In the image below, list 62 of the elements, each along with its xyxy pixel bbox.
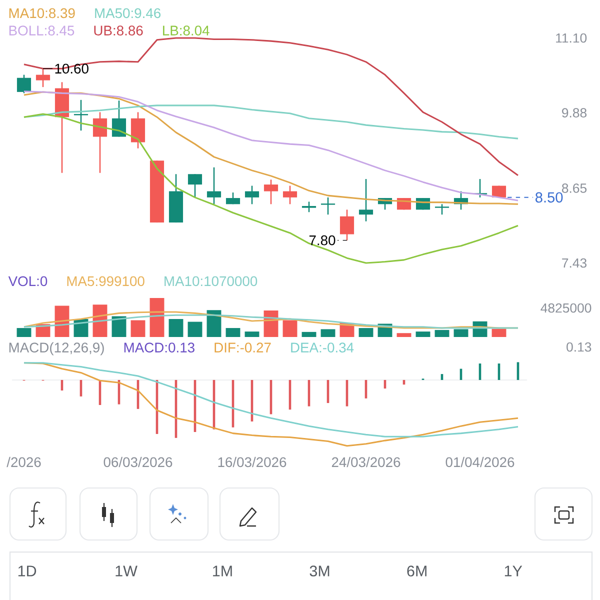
- candlestick: [16, 74, 32, 94]
- y-tick-label: 9.88: [562, 108, 587, 118]
- chart-subtitle: MACD:0.13: [124, 342, 194, 352]
- x-tick-label: /2026: [6, 456, 41, 468]
- series-label: UB:8.86: [94, 26, 143, 36]
- candlestick: [434, 204, 450, 216]
- candlestick: [282, 185, 298, 205]
- text: 1D: [18, 566, 36, 576]
- bar: [206, 310, 222, 338]
- text: LB:8.04: [163, 26, 210, 36]
- bar: [454, 329, 468, 338]
- bar: [358, 328, 374, 338]
- text: DEA:-0.34: [291, 342, 354, 352]
- bar: [168, 319, 184, 338]
- text: 1W: [116, 566, 138, 576]
- candlestick: [302, 201, 316, 213]
- chart-title: MACD(12,26,9): [9, 342, 104, 356]
- text: 4825000: [540, 303, 592, 313]
- x-tick-label: 16/03/2026: [218, 456, 286, 468]
- y-tick-label: 8.65: [562, 184, 587, 193]
- annotation: 10.60: [55, 64, 88, 74]
- candlestick: [206, 166, 222, 205]
- y-tick-label: 11.10: [556, 33, 587, 43]
- chart-title: VOL:0: [8, 276, 48, 286]
- candlestick: [264, 179, 278, 205]
- bar: [16, 328, 32, 338]
- bar: [434, 330, 450, 338]
- text: MA50:9.46: [95, 8, 161, 18]
- x-tick-label: 24/03/2026: [332, 456, 400, 468]
- bar: [226, 328, 240, 338]
- line-series: [23, 113, 519, 264]
- text: 6M: [407, 566, 426, 576]
- text: BOLL:8.45: [9, 26, 74, 36]
- candlestick: [188, 173, 202, 198]
- candlestick: [74, 99, 88, 132]
- candlestick: [130, 112, 146, 149]
- bar: [320, 329, 336, 338]
- text: MA10:8.39: [9, 8, 75, 18]
- y-tick-label: 7.43: [562, 258, 587, 268]
- candlestick: [358, 178, 374, 222]
- text: 1Y: [504, 566, 522, 576]
- text: DIF:-0.27: [214, 342, 271, 352]
- series-label: MA5:999100: [67, 276, 144, 286]
- bar: [282, 320, 298, 338]
- candlestick: [320, 196, 336, 216]
- bar: [416, 332, 430, 338]
- bar: [130, 320, 146, 338]
- bar: [188, 322, 202, 338]
- text: 1M: [213, 566, 232, 576]
- candlestick: [244, 185, 260, 205]
- bar: [396, 333, 412, 338]
- bar: [492, 328, 506, 338]
- ref-line-label: 8.50: [536, 192, 563, 203]
- line-series: [23, 37, 519, 176]
- x-tick-label: 06/03/2026: [104, 456, 172, 468]
- annotation: 7.80: [309, 235, 336, 246]
- bar: [302, 332, 316, 338]
- text: 3M: [310, 566, 330, 576]
- text: 0.13: [566, 342, 592, 352]
- bar: [244, 332, 260, 338]
- x-tick-label: 01/04/2026: [446, 456, 514, 468]
- text: MA10:1070000: [164, 276, 258, 286]
